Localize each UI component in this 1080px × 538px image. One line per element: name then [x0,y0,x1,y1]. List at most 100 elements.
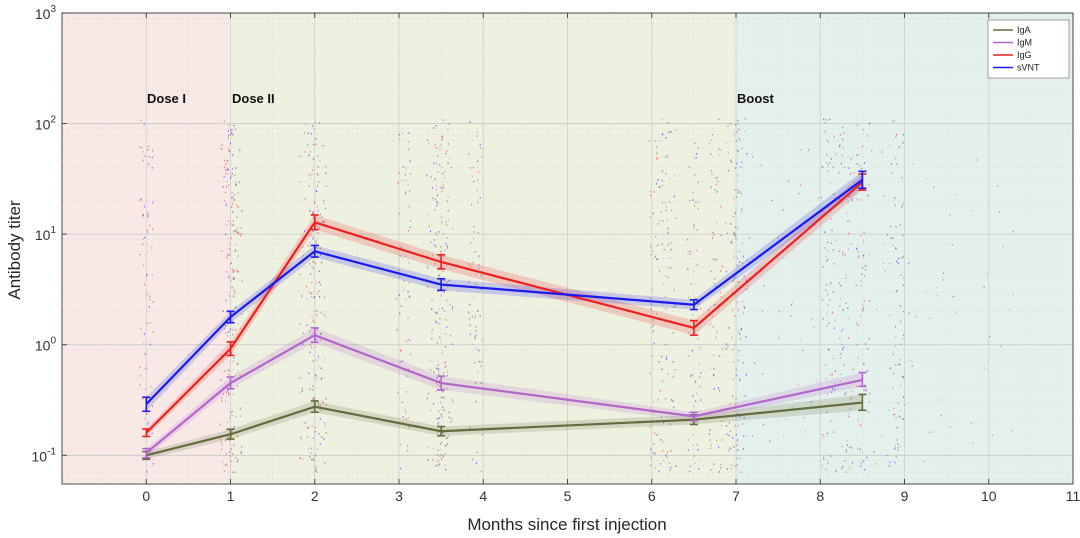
scatter-point [902,338,904,340]
scatter-point [669,177,671,180]
scatter-point [477,310,479,312]
scatter-point [970,210,972,212]
scatter-point [451,397,453,400]
scatter-point [441,166,443,169]
scatter-point [859,199,861,201]
series-line-iga [145,401,863,457]
scatter-point [845,274,847,276]
scatter-point [826,161,828,164]
scatter-point [309,388,311,391]
scatter-point [409,173,412,175]
scatter-point [862,145,864,148]
scatter-point [469,324,471,327]
scatter-point [231,202,233,205]
scatter-point [317,174,319,177]
scatter-point [442,232,444,235]
scatter-point [309,263,311,265]
scatter-point [689,465,691,467]
scatter-point [401,132,403,135]
scatter-point [738,250,740,253]
scatter-point [310,452,312,454]
scatter-point [481,339,483,342]
scatter-point [438,421,440,423]
scatter-point [790,304,793,306]
scatter-point [239,327,241,330]
scatter-point [315,469,317,472]
scatter-point [450,421,452,423]
scatter-point [698,468,700,470]
scatter-point [442,390,444,392]
scatter-point [857,419,859,422]
scatter-point [845,449,847,451]
scatter-point [826,260,828,262]
scatter-point [307,244,309,247]
scatter-point [231,309,233,311]
scatter-point [409,226,411,229]
scatter-point [318,226,320,229]
scatter-point [407,229,410,232]
scatter-point [437,202,439,204]
scatter-point [311,235,313,237]
scatter-point [311,265,313,268]
scatter-point [471,175,473,178]
scatter-point [407,449,409,452]
scatter-point [727,345,729,348]
scatter-point [888,409,890,412]
scatter-point [470,242,472,244]
scatter-point [408,281,410,284]
scatter-point [143,333,145,335]
scatter-point [431,329,433,331]
scatter-point [320,378,322,381]
scatter-point [663,460,665,462]
scatter-point [850,158,852,160]
scatter-point [435,464,437,467]
scatter-point [300,436,302,439]
scatter-point [834,319,836,322]
scatter-point [227,369,230,371]
scatter-point [445,445,447,447]
scatter-point [864,468,866,471]
scatter-point [444,249,446,251]
series-igg [142,173,867,438]
scatter-point [146,470,148,473]
scatter-point [445,437,447,440]
scatter-point [785,418,787,421]
scatter-point [240,233,242,235]
scatter-point [143,123,145,125]
scatter-point [235,374,237,377]
scatter-point [231,286,233,289]
scatter-point [146,293,148,295]
scatter-point [299,323,301,325]
scatter-point [698,328,700,331]
scatter-point [481,155,483,158]
scatter-point [470,265,472,268]
scatter-point [822,266,824,268]
scatter-point [231,414,233,417]
scatter-point [728,122,731,125]
scatter-cluster [708,118,723,473]
scatter-point [409,353,412,355]
scatter-point [667,227,669,230]
scatter-point [220,441,222,444]
scatter-point [782,209,784,211]
scatter-point [237,255,239,257]
scatter-point [840,284,842,287]
scatter-point [890,225,892,228]
scatter-point [315,190,317,192]
scatter-point [652,212,654,215]
error-bar-igm [858,371,867,388]
scatter-point [799,339,801,341]
scatter-point [695,321,698,323]
scatter-point [953,295,956,298]
scatter-point [446,374,448,377]
scatter-point [408,205,410,208]
scatter-point [151,432,153,435]
scatter-point [825,255,827,258]
scatter-point [444,366,446,368]
scatter-point [148,306,150,308]
scatter-point [436,377,438,380]
scatter-point [436,194,439,197]
scatter-point [405,179,407,182]
scatter-point [436,431,439,434]
